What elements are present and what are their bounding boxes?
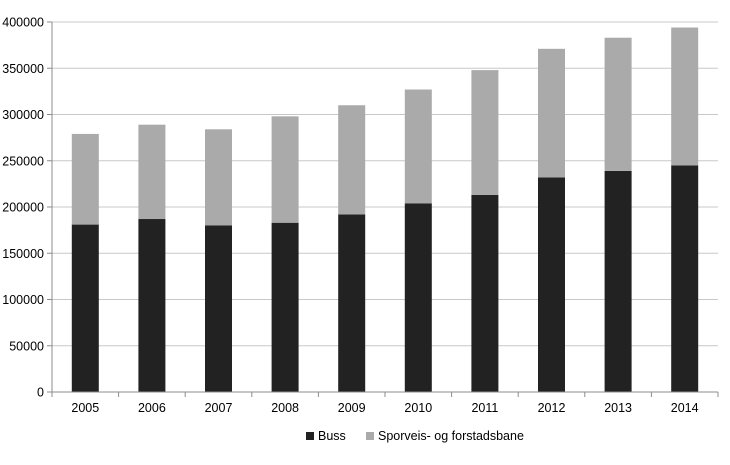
legend-label: Sporveis- og forstadsbane xyxy=(378,429,524,443)
x-tick-label: 2010 xyxy=(404,401,432,415)
x-tick-label: 2007 xyxy=(205,401,233,415)
bar-sporveis-2013 xyxy=(604,37,632,171)
x-tick-label: 2013 xyxy=(604,401,632,415)
bar-sporveis-2012 xyxy=(538,48,565,178)
y-axis-ticks: 0 50000 100000 150000 200000 250000 300000 3500… xyxy=(2,16,52,400)
bar-buss-2006 xyxy=(138,219,166,392)
bar-buss-2008 xyxy=(271,222,299,392)
x-tick-label: 2012 xyxy=(538,401,566,415)
legend-swatch xyxy=(366,432,374,440)
bar-sporveis-2010 xyxy=(404,89,432,204)
bar-sporveis-2007 xyxy=(205,129,232,226)
y-tick-label: 100000 xyxy=(2,293,44,307)
bar-buss-2011 xyxy=(471,194,499,392)
legend-label: Buss xyxy=(318,429,346,443)
legend-swatch xyxy=(306,432,314,440)
bar-sporveis-2006 xyxy=(138,124,166,220)
y-tick-label: 50000 xyxy=(9,339,44,353)
y-tick-label: 300000 xyxy=(2,108,44,122)
bar-sporveis-2005 xyxy=(71,133,99,225)
y-tick-label: 200000 xyxy=(2,201,44,215)
bar-buss-2010 xyxy=(404,203,432,392)
x-tick-label: 2009 xyxy=(338,401,366,415)
bar-buss-2012 xyxy=(538,177,565,392)
x-tick-label: 2006 xyxy=(138,401,166,415)
bar-sporveis-2009 xyxy=(338,105,366,215)
y-tick-label: 400000 xyxy=(2,16,44,30)
y-tick-label: 150000 xyxy=(2,247,44,261)
bar-buss-2005 xyxy=(71,224,99,392)
y-tick-label: 350000 xyxy=(2,62,44,76)
bar-buss-2013 xyxy=(604,170,632,392)
x-tick-label: 2008 xyxy=(271,401,299,415)
y-tick-label: 0 xyxy=(37,386,44,400)
x-axis-ticks: 2005 2006 2007 2008 2009 2010 2011 2012 2013 2014 xyxy=(51,392,719,415)
x-tick-label: 2014 xyxy=(671,401,699,415)
bar-sporveis-2008 xyxy=(271,116,299,223)
x-tick-label: 2011 xyxy=(471,401,498,415)
bar-buss-2007 xyxy=(205,225,232,392)
bar-sporveis-2011 xyxy=(471,70,499,195)
bar-series xyxy=(71,27,699,392)
legend: Buss Sporveis- og forstadsbane xyxy=(306,429,524,443)
x-tick-label: 2005 xyxy=(71,401,99,415)
bar-buss-2014 xyxy=(671,165,699,392)
bar-buss-2009 xyxy=(338,214,366,392)
bar-sporveis-2014 xyxy=(671,27,699,166)
y-tick-label: 250000 xyxy=(2,154,44,168)
